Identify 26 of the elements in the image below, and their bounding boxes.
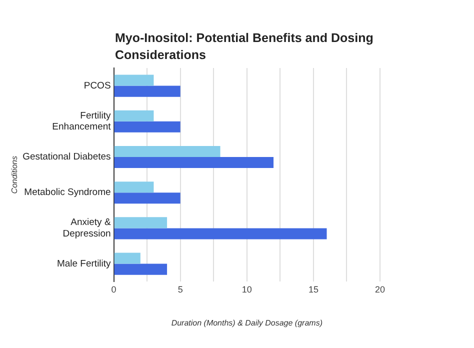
bar — [114, 217, 168, 228]
bar — [114, 110, 154, 122]
x-tick-label: 10 — [242, 284, 252, 294]
chart-title: Myo-Inositol: Potential Benefits and Dosing Considerations — [115, 30, 374, 64]
bar — [114, 121, 180, 132]
x-tick-label: 20 — [374, 284, 386, 294]
x-tick-label: 5 — [178, 284, 183, 294]
y-axis-title: Conditions — [10, 156, 20, 194]
x-tick-label: 15 — [308, 284, 318, 294]
y-tick-label: Anxiety & Depression — [62, 217, 112, 240]
y-tick-label: Metabolic Syndrome — [24, 187, 111, 198]
y-tick-label: PCOS — [84, 80, 111, 92]
bar — [114, 228, 327, 240]
bar — [114, 157, 274, 168]
bar — [114, 252, 140, 264]
y-tick-label: Fertility Enhancement — [52, 110, 112, 133]
bar — [114, 264, 168, 275]
bar — [114, 74, 154, 86]
x-tick-label: 0 — [111, 284, 116, 294]
bar — [114, 192, 180, 204]
y-tick-label: Gestational Diabetes — [22, 152, 112, 163]
bar — [114, 86, 180, 97]
x-axis-title: Duration (Months) & Daily Dosage (grams) — [171, 318, 323, 328]
bar — [114, 182, 154, 193]
y-tick-label: Male Fertility — [56, 258, 112, 270]
bar — [114, 146, 220, 157]
